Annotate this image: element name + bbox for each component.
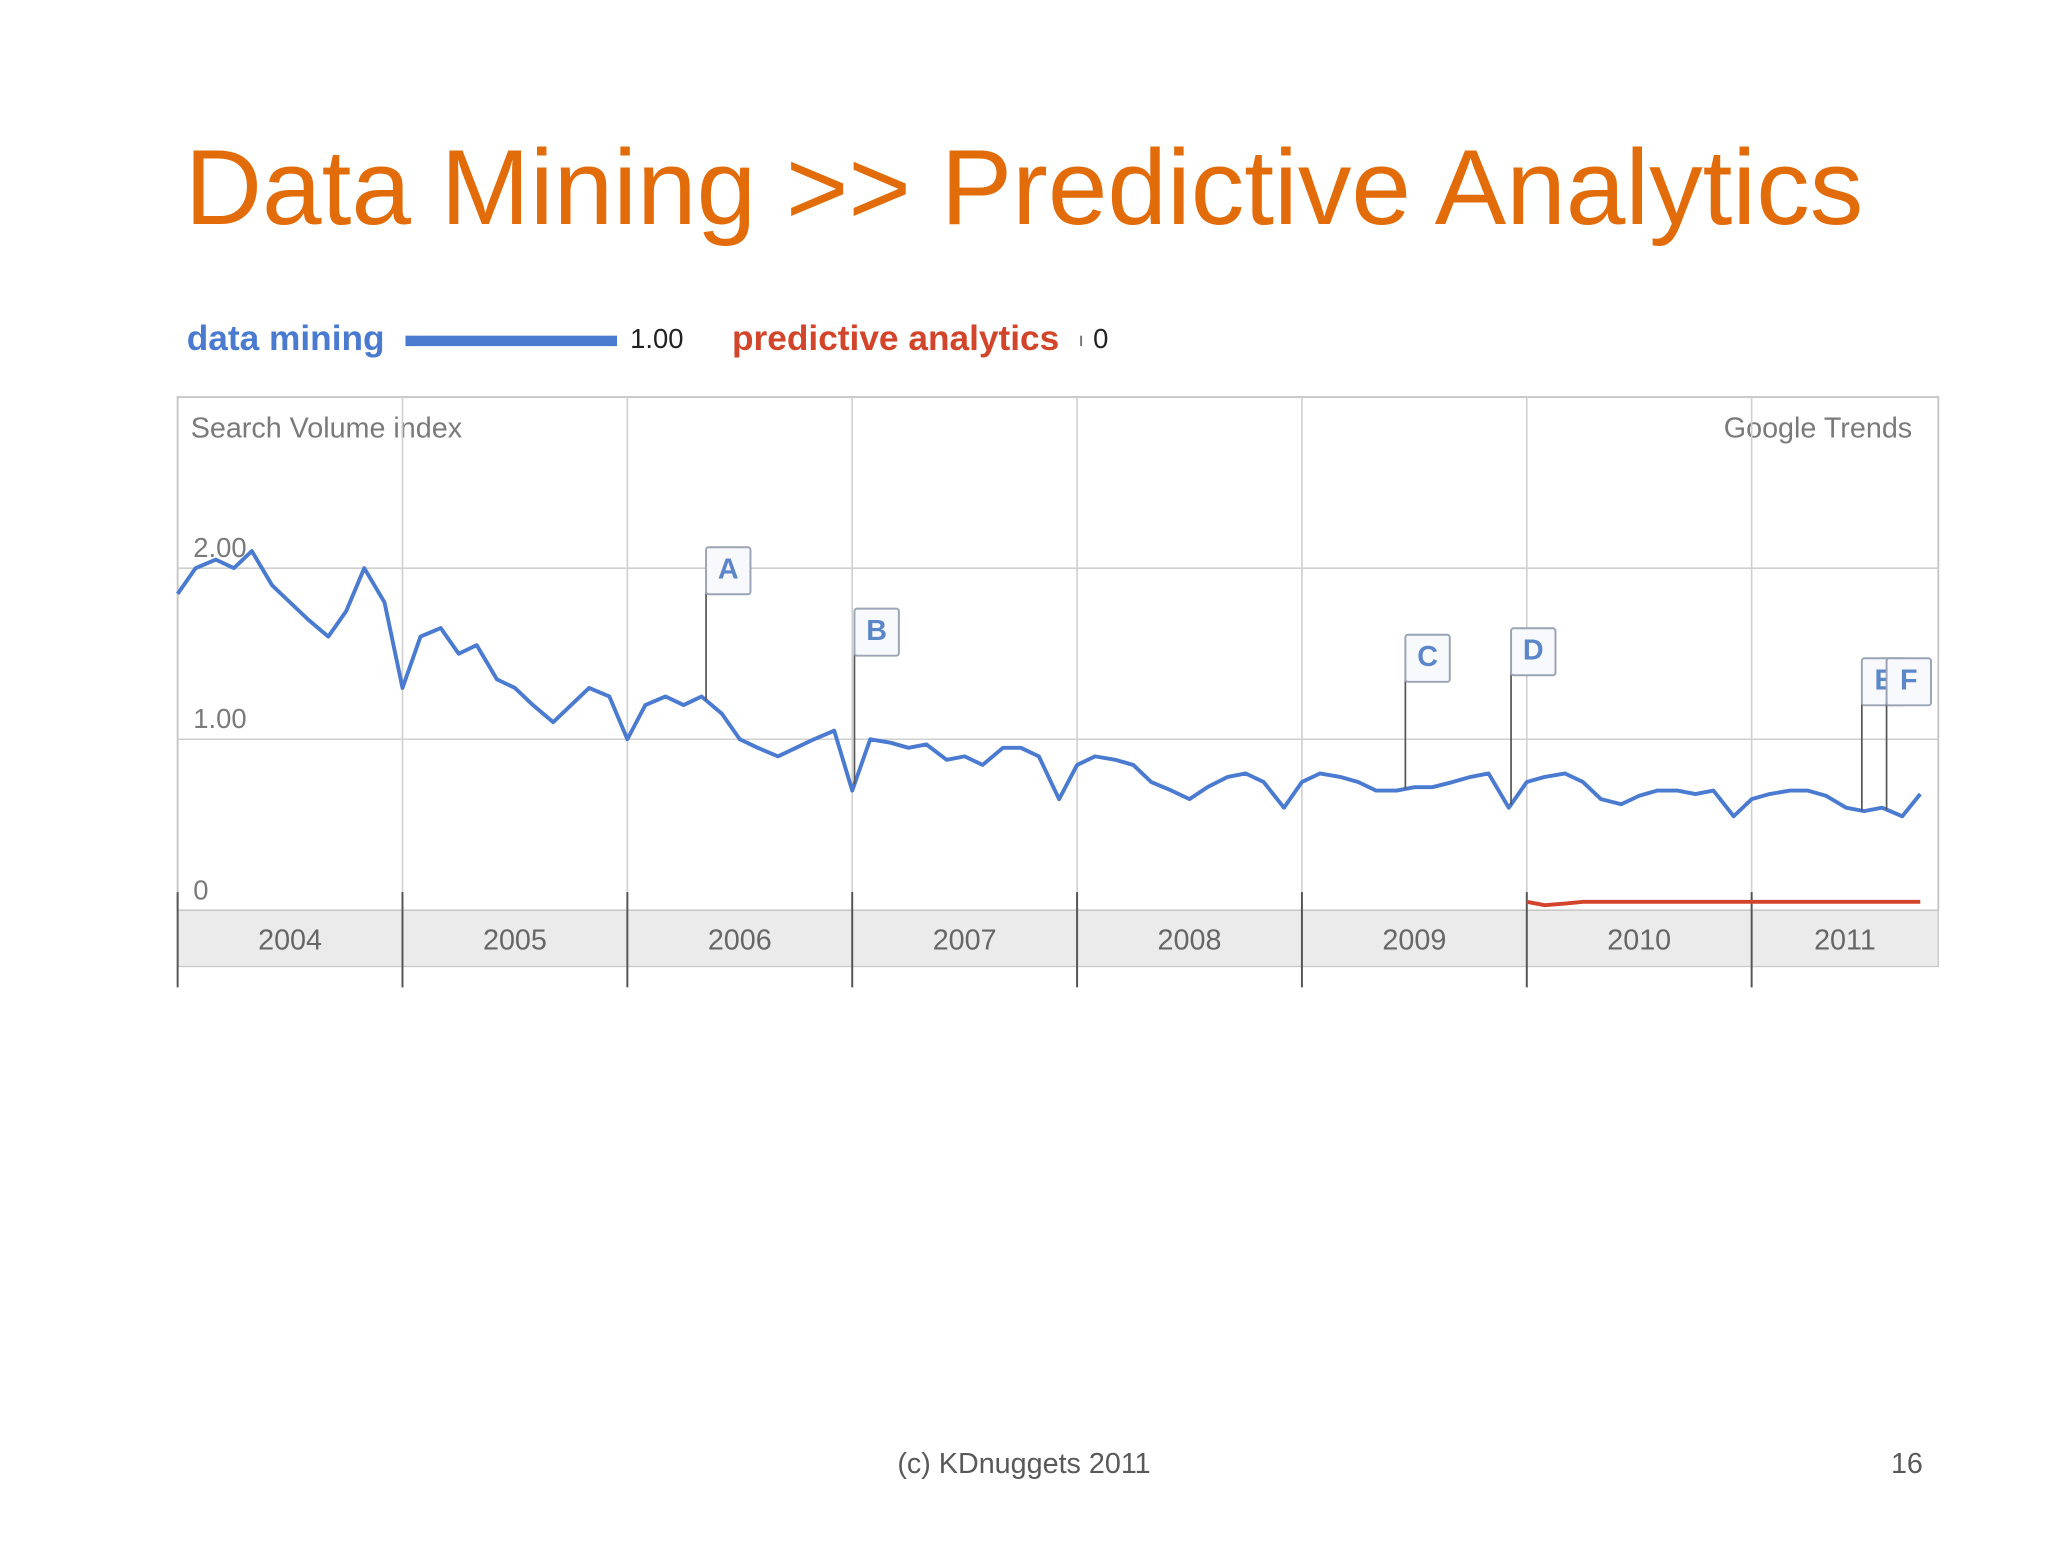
x-axis-band <box>176 909 1939 968</box>
annotation-flag <box>1885 657 1932 707</box>
legend-bar <box>1080 335 1083 347</box>
x-tick-label: 2007 <box>933 924 997 956</box>
annotation-flag <box>853 607 900 657</box>
annotation-flag <box>705 546 752 596</box>
page-number: 16 <box>1891 1448 1923 1480</box>
legend-average: 1.00 <box>630 323 683 354</box>
slide-title: Data Mining >> Predictive Analytics <box>185 127 1864 247</box>
x-tick-label: 2009 <box>1382 924 1446 956</box>
x-tick-label: 2004 <box>258 924 322 956</box>
x-tick-label: 2008 <box>1158 924 1222 956</box>
source-label: Google Trends <box>1724 412 1912 444</box>
data-line <box>176 549 1922 819</box>
y-axis-label: Search Volume index <box>191 412 463 444</box>
annotation-label: A <box>718 553 739 585</box>
x-tick-label: 2005 <box>483 924 547 956</box>
plot-frame <box>176 396 1940 912</box>
data-line <box>1526 899 1921 908</box>
annotation-label: F <box>1900 664 1918 696</box>
x-tick-label: 2006 <box>708 924 772 956</box>
annotation-flag <box>1510 627 1557 677</box>
x-tick-label: 2011 <box>1814 924 1876 956</box>
y-tick-label: 2.00 <box>193 532 246 563</box>
annotation-flag <box>1404 633 1451 683</box>
legend-bar <box>405 335 618 347</box>
legend-label: data mining <box>187 319 385 358</box>
footer: (c) KDnuggets 2011 <box>897 1448 1150 1480</box>
annotation-label: D <box>1523 634 1544 666</box>
y-tick-label: 1.00 <box>193 703 246 734</box>
legend-label: predictive analytics <box>732 319 1059 358</box>
annotation-label: B <box>866 615 887 647</box>
legend-average: 0 <box>1093 323 1108 354</box>
x-tick-label: 2010 <box>1607 924 1671 956</box>
annotation-label: C <box>1417 641 1438 673</box>
y-tick-label: 0 <box>193 874 208 905</box>
